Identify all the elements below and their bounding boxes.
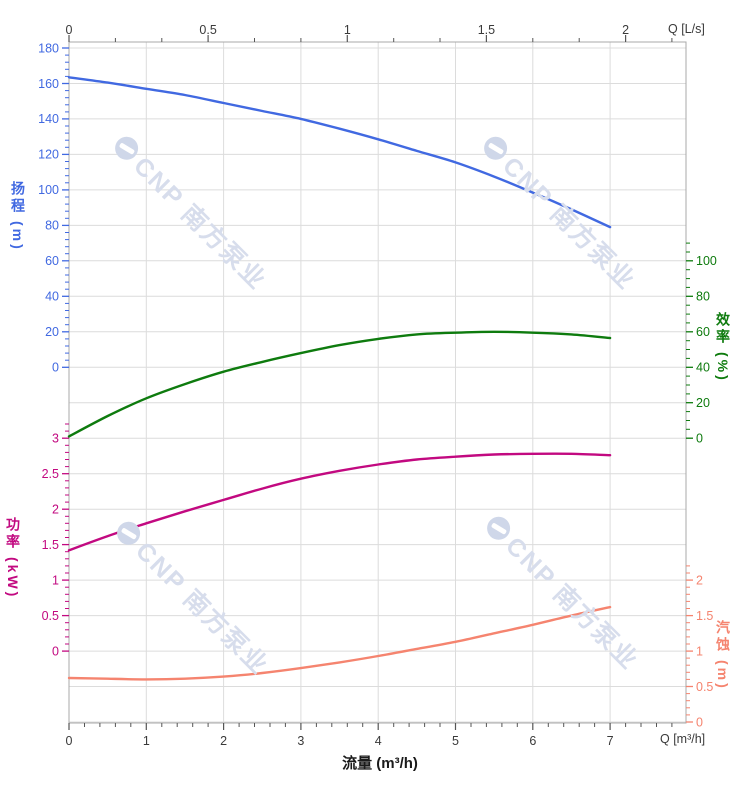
svg-text:1.5: 1.5 (696, 609, 713, 623)
svg-text:60: 60 (696, 325, 710, 339)
svg-text:80: 80 (45, 219, 59, 233)
top-axis-unit-label: Q [L/s] (668, 22, 705, 36)
npsh-axis-unit: (m) (715, 660, 731, 691)
svg-text:4: 4 (375, 734, 382, 748)
power-axis-title: 功率 (kW) (5, 517, 21, 600)
head-curve (67, 76, 612, 229)
svg-text:1: 1 (52, 573, 59, 587)
power-axis-unit: (kW) (5, 557, 21, 600)
gridlines (69, 42, 686, 723)
svg-text:160: 160 (38, 77, 59, 91)
svg-text:40: 40 (45, 290, 59, 304)
npsh-axis: 2 1.5 1 0.5 0 (686, 565, 713, 729)
svg-text:100: 100 (696, 254, 717, 268)
npsh-axis-name: 汽蚀 (715, 620, 731, 654)
efficiency-axis-unit: (%) (715, 352, 731, 383)
head-axis: 180 160 140 120 100 80 60 40 20 0 (38, 41, 69, 375)
svg-text:60: 60 (45, 254, 59, 268)
svg-text:40: 40 (696, 361, 710, 375)
top-axis: 0 0.5 1 1.5 2 (66, 23, 673, 42)
svg-text:0.5: 0.5 (199, 23, 216, 37)
svg-text:1: 1 (143, 734, 150, 748)
svg-text:1: 1 (696, 644, 703, 658)
svg-text:1: 1 (344, 23, 351, 37)
efficiency-axis: 100 80 60 40 20 0 (686, 242, 717, 446)
npsh-curve (67, 605, 612, 681)
svg-text:0: 0 (696, 715, 703, 729)
power-axis-name: 功率 (5, 517, 21, 551)
svg-text:0: 0 (66, 734, 73, 748)
svg-text:120: 120 (38, 148, 59, 162)
efficiency-axis-title: 效率 (%) (715, 312, 731, 383)
svg-text:80: 80 (696, 290, 710, 304)
bottom-axis: 0 1 2 3 4 5 6 7 (66, 723, 673, 748)
svg-text:1.5: 1.5 (42, 538, 59, 552)
svg-text:3: 3 (52, 432, 59, 446)
svg-text:2: 2 (622, 23, 629, 37)
svg-text:0: 0 (52, 644, 59, 658)
power-curve (67, 452, 612, 552)
svg-text:180: 180 (38, 41, 59, 55)
svg-text:100: 100 (38, 183, 59, 197)
svg-text:3: 3 (297, 734, 304, 748)
npsh-axis-title: 汽蚀 (m) (715, 620, 731, 691)
head-axis-name: 扬程 (10, 181, 26, 215)
efficiency-curve (67, 330, 612, 438)
svg-text:20: 20 (45, 325, 59, 339)
svg-text:7: 7 (607, 734, 614, 748)
head-axis-unit: (m) (10, 221, 26, 252)
svg-text:0.5: 0.5 (696, 680, 713, 694)
svg-text:0: 0 (66, 23, 73, 37)
svg-text:0: 0 (52, 361, 59, 375)
svg-text:2.5: 2.5 (42, 467, 59, 481)
svg-text:2: 2 (696, 573, 703, 587)
svg-text:5: 5 (452, 734, 459, 748)
efficiency-axis-name: 效率 (715, 312, 731, 346)
svg-text:0: 0 (696, 432, 703, 446)
svg-text:1.5: 1.5 (478, 23, 495, 37)
plot-border (68, 41, 687, 724)
power-axis: 3 2.5 2 1.5 1 0.5 0 (42, 423, 69, 658)
svg-text:140: 140 (38, 112, 59, 126)
bottom-axis-unit-label: Q [m³/h] (660, 732, 706, 746)
svg-text:2: 2 (220, 734, 227, 748)
head-axis-title: 扬程 (m) (10, 181, 26, 252)
svg-text:6: 6 (529, 734, 536, 748)
svg-text:0.5: 0.5 (42, 609, 59, 623)
svg-text:20: 20 (696, 396, 710, 410)
svg-text:2: 2 (52, 503, 59, 517)
flow-axis-title: 流量 (m³/h) (342, 755, 418, 772)
